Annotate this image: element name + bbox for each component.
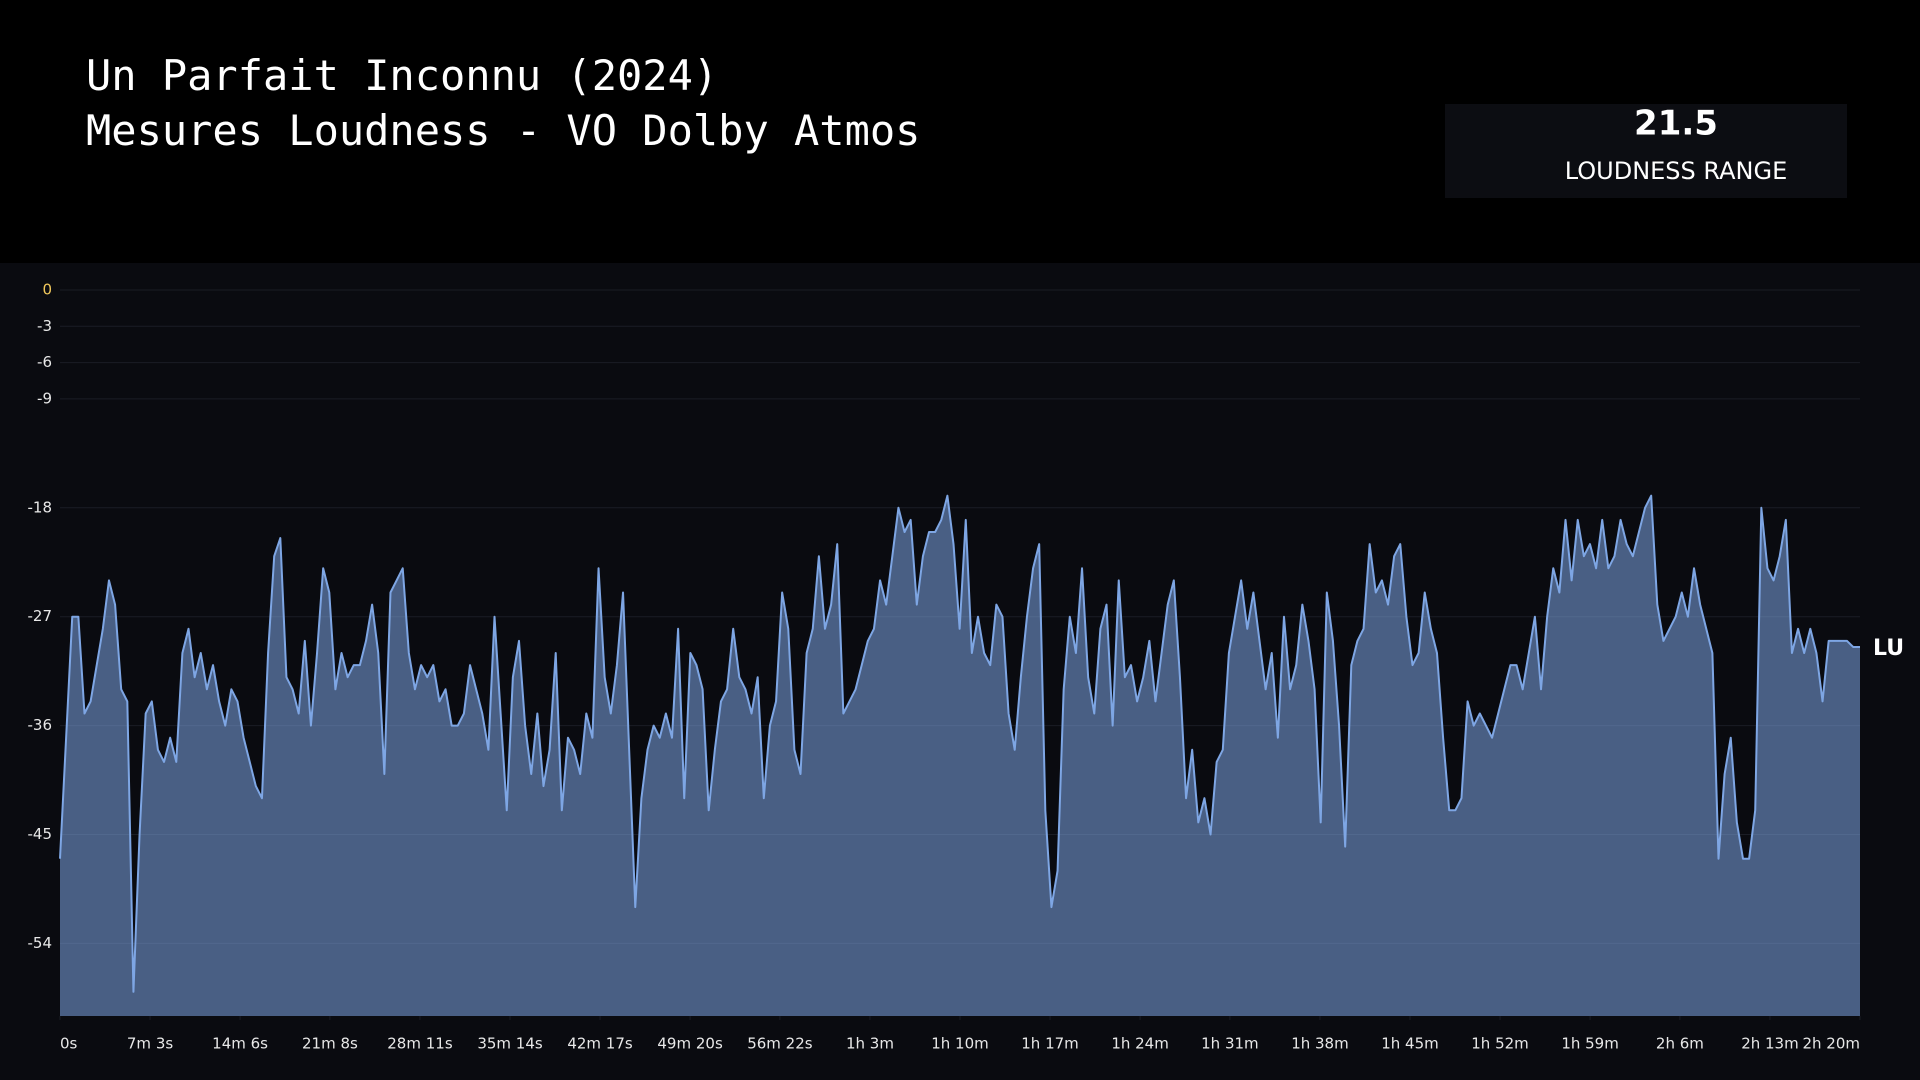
x-tick-label: 1h 45m — [1381, 1035, 1439, 1053]
y-tick-label: 0 — [42, 281, 52, 299]
x-tick-label: 1h 31m — [1201, 1035, 1259, 1053]
x-tick-label: 0s — [60, 1035, 78, 1053]
x-tick-label: 56m 22s — [747, 1035, 813, 1053]
y-tick-label: -45 — [28, 825, 53, 843]
y-axis: 0 -3 -6 -9 -18 -27 -36 -45 -54 — [28, 281, 53, 952]
y-tick-label: -54 — [28, 934, 53, 952]
line — [59, 494, 1860, 993]
stat-value: 21.5 — [1634, 104, 1718, 144]
x-tick-label: 1h 52m — [1471, 1035, 1529, 1053]
x-tick-label: 7m 3s — [127, 1035, 173, 1053]
area — [60, 495, 1860, 1016]
x-tick-label: 28m 11s — [387, 1035, 453, 1053]
y-tick-label: -36 — [28, 716, 53, 734]
x-tick-label: 35m 14s — [477, 1035, 543, 1053]
x-tick-label: 1h 38m — [1291, 1035, 1349, 1053]
x-tick-label: 14m 6s — [212, 1035, 268, 1053]
x-tick-label: 1h 3m — [846, 1035, 894, 1053]
x-tick-label: 1h 10m — [931, 1035, 989, 1053]
x-tick-label: 21m 8s — [302, 1035, 358, 1053]
x-tick-label: 1h 59m — [1561, 1035, 1619, 1053]
y-tick-label: -9 — [37, 389, 52, 407]
y-tick-label: -18 — [28, 498, 53, 516]
x-tick-label: 1h 24m — [1111, 1035, 1169, 1053]
x-tick-label: 2h 6m — [1656, 1035, 1704, 1053]
x-tick-label: 42m 17s — [567, 1035, 633, 1053]
x-tick-label: 2h 13m — [1741, 1035, 1799, 1053]
x-tick-label: 49m 20s — [657, 1035, 723, 1053]
x-tick-label: 1h 17m — [1021, 1035, 1079, 1053]
title-line: Un Parfait Inconnu (2024) — [86, 51, 718, 100]
plot: LU — [59, 494, 1904, 1016]
y-tick-label: -3 — [37, 317, 52, 335]
stat-label: LOUDNESS RANGE — [1565, 157, 1788, 185]
stat-panel — [1445, 104, 1847, 198]
y-tick-label: -27 — [28, 607, 53, 625]
series-label: LU — [1873, 636, 1904, 661]
title-line: Mesures Loudness - VO Dolby Atmos — [86, 106, 920, 155]
y-tick-label: -6 — [37, 353, 52, 371]
x-tick-label: 2h 20m — [1802, 1035, 1860, 1053]
x-axis: 0s 7m 3s 14m 6s 21m 8s 28m 11s 35m 14s 42m 17s… — [59, 1016, 1861, 1053]
